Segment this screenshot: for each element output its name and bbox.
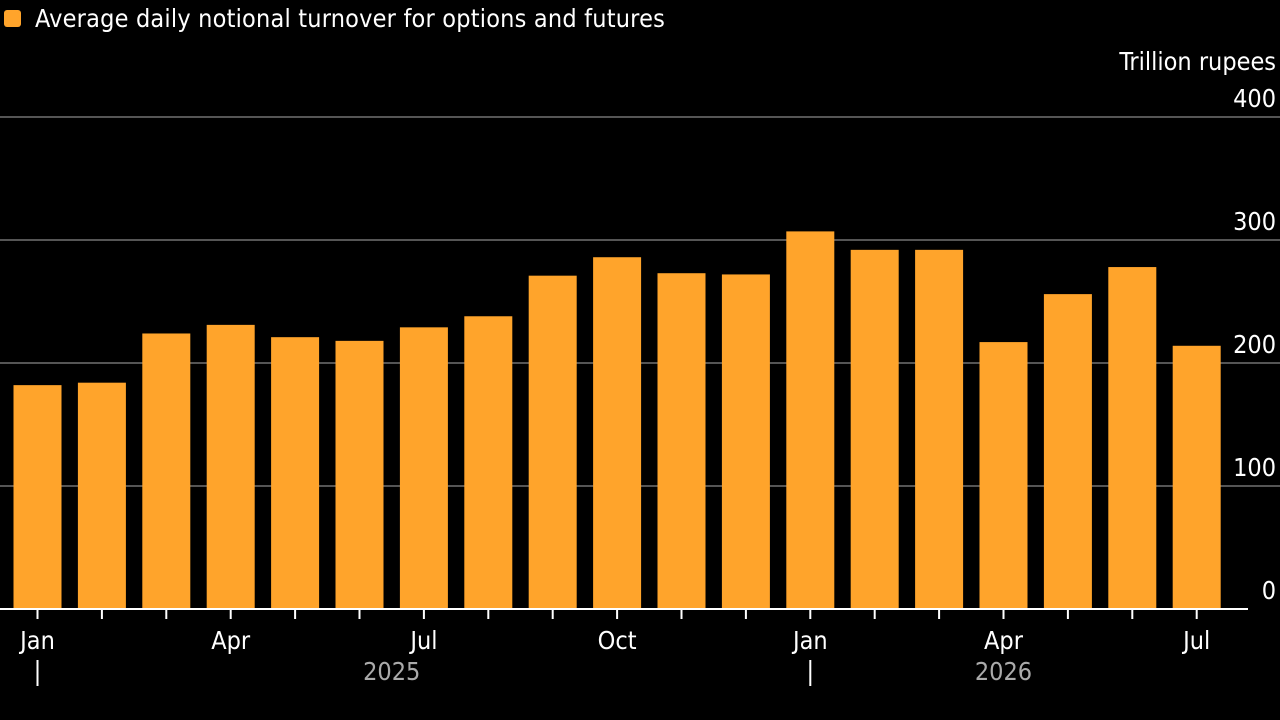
x-tick-label: Jul — [1181, 626, 1210, 655]
x-tick-label: Oct — [598, 626, 637, 655]
bar — [1172, 345, 1221, 609]
y-tick-labels: 0 100 200 300 400 — [1233, 84, 1276, 605]
bar — [271, 337, 320, 609]
x-tick-label: Apr — [211, 626, 251, 655]
bar — [915, 249, 964, 609]
bar — [850, 249, 899, 609]
bar — [1043, 294, 1092, 609]
bar — [786, 231, 835, 609]
y-tick-label: 200 — [1233, 330, 1276, 359]
bar — [1108, 267, 1157, 609]
x-tick-label: Apr — [984, 626, 1024, 655]
legend-label: Average daily notional turnover for opti… — [35, 3, 666, 33]
x-tick-label: Jan — [791, 626, 828, 655]
legend: Average daily notional turnover for opti… — [4, 2, 665, 34]
y-axis-unit-label: Trillion rupees — [1119, 47, 1276, 76]
x-tick-label: Jul — [408, 626, 437, 655]
bar — [593, 257, 642, 609]
y-tick-label: 100 — [1233, 453, 1276, 482]
year-label: 2026 — [975, 657, 1032, 686]
bar — [335, 340, 384, 609]
year-label: 2025 — [363, 657, 420, 686]
bar — [464, 316, 513, 609]
x-tick-label: Jan — [18, 626, 55, 655]
bar — [721, 274, 770, 609]
bar — [206, 324, 255, 609]
bar — [142, 333, 191, 609]
legend-swatch — [4, 9, 21, 27]
bar — [528, 275, 577, 609]
y-tick-label: 300 — [1233, 207, 1276, 236]
bar — [13, 385, 62, 609]
bar — [77, 382, 126, 609]
bar — [399, 327, 448, 609]
bars — [13, 231, 1221, 609]
y-tick-label: 0 — [1262, 576, 1276, 605]
bar — [979, 342, 1028, 609]
bar — [657, 273, 706, 609]
y-tick-label: 400 — [1233, 84, 1276, 113]
